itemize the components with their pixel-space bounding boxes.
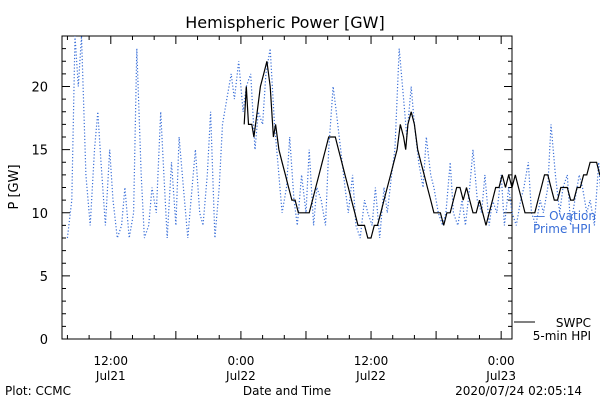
y-axis-label: P [GW] (7, 164, 22, 209)
series-layer (66, 35, 600, 239)
x-tick-date-label: Jul22 (225, 369, 256, 383)
y-tick-labels: 0 5 10 15 20 (31, 81, 48, 349)
legend-swpc-line2: 5-min HPI (533, 329, 591, 343)
y-tick-label: 20 (31, 81, 48, 96)
x-tick-time-label: 0:00 (488, 354, 515, 368)
legend-ovation-line1: — Ovation (533, 209, 596, 223)
series-swpc-line (243, 61, 600, 239)
legend-ovation-line2: Prime HPI (533, 222, 591, 236)
axis-ticks (62, 35, 512, 340)
y-tick-label: 0 (40, 333, 48, 348)
legend-swpc-line1: SWPC (556, 316, 591, 330)
x-tick-date-label: Jul23 (485, 369, 516, 383)
chart-title: Hemispheric Power [GW] (185, 13, 384, 32)
x-tick-labels: 12:00Jul210:00Jul2212:00Jul220:00Jul2312… (93, 354, 516, 383)
series-ovation-prime-line (66, 35, 600, 239)
y-tick-label: 10 (31, 207, 48, 222)
x-axis-label: Date and Time (243, 384, 331, 398)
x-tick-date-label: Jul21 (95, 369, 126, 383)
footer-timestamp: 2020/07/24 02:05:14 (455, 384, 582, 398)
y-tick-label: 15 (31, 144, 48, 159)
x-tick-time-label: 12:00 (93, 354, 128, 368)
y-tick-label: 5 (40, 270, 48, 285)
footer-source: Plot: CCMC (5, 384, 71, 398)
x-tick-time-label: 0:00 (227, 354, 254, 368)
x-tick-date-label: Jul22 (355, 369, 386, 383)
x-tick-time-label: 12:00 (354, 354, 389, 368)
